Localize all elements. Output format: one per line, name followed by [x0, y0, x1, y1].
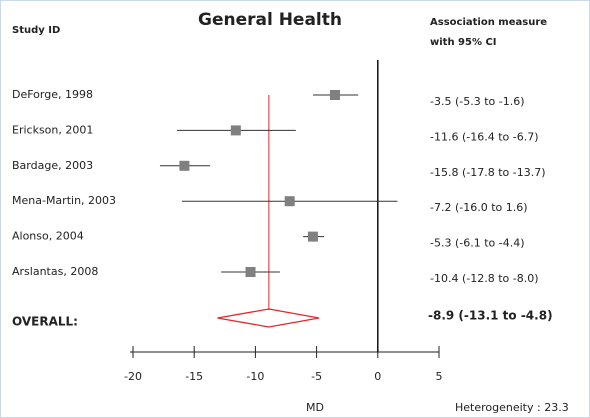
value-label: -7.2 (-16.0 to 1.6)	[430, 201, 528, 214]
point-estimate	[329, 90, 340, 100]
study-label: Arslantas, 2008	[12, 265, 98, 278]
overall-value-label: -8.9 (-13.1 to -4.8)	[428, 309, 553, 323]
point-estimate	[245, 267, 256, 277]
point-estimate	[179, 160, 190, 171]
study-label: Bardage, 2003	[12, 159, 93, 172]
study-label: Erickson, 2001	[12, 123, 93, 136]
study-label: Mena-Martin, 2003	[12, 194, 116, 207]
overall-diamond	[217, 308, 320, 328]
study-header: Study ID	[12, 25, 60, 36]
point-estimate	[284, 196, 295, 207]
x-tick-label: 0	[374, 370, 381, 383]
study-label: Alonso, 2004	[12, 230, 84, 243]
annotation: Heterogeneity : 23.3	[455, 401, 569, 414]
value-label: -3.5 (-5.3 to -1.6)	[430, 95, 525, 108]
study-label: DeForge, 1998	[12, 88, 93, 101]
overall-label: OVERALL:	[12, 315, 78, 329]
point-estimate	[230, 125, 241, 136]
x-tick-label: -10	[246, 370, 264, 383]
value-label: -10.4 (-12.8 to -8.0)	[430, 272, 539, 285]
x-axis-label: MD	[306, 401, 324, 414]
x-tick-label: 5	[436, 370, 443, 383]
chart-title: General Health	[198, 10, 342, 30]
measure-header: with 95% CI	[430, 37, 497, 48]
value-label: -15.8 (-17.8 to -13.7)	[430, 166, 546, 179]
point-estimate	[307, 231, 318, 242]
x-tick-label: -20	[124, 370, 142, 383]
value-label: -11.6 (-16.4 to -6.7)	[430, 130, 539, 143]
x-tick-label: -15	[185, 370, 203, 383]
value-label: -5.3 (-6.1 to -4.4)	[430, 237, 525, 250]
x-tick-label: -5	[311, 370, 322, 383]
measure-header: Association measure	[430, 17, 547, 28]
